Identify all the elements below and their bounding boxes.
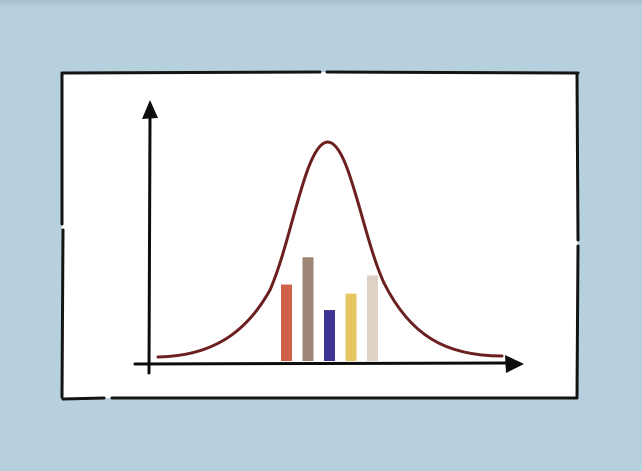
card-background: [62, 72, 578, 398]
card-frame: [60, 70, 580, 401]
bar: [367, 275, 378, 361]
arrow-right-icon: [505, 355, 524, 373]
bell-curve: [156, 140, 504, 359]
bar-group: [281, 257, 378, 361]
bar: [324, 310, 335, 361]
top-shade: [0, 0, 642, 8]
bar: [302, 257, 314, 361]
y-axis: [147, 116, 152, 375]
bar: [281, 284, 292, 361]
arrow-up-icon: [142, 100, 158, 119]
bar: [345, 293, 357, 361]
x-axis: [133, 361, 510, 366]
